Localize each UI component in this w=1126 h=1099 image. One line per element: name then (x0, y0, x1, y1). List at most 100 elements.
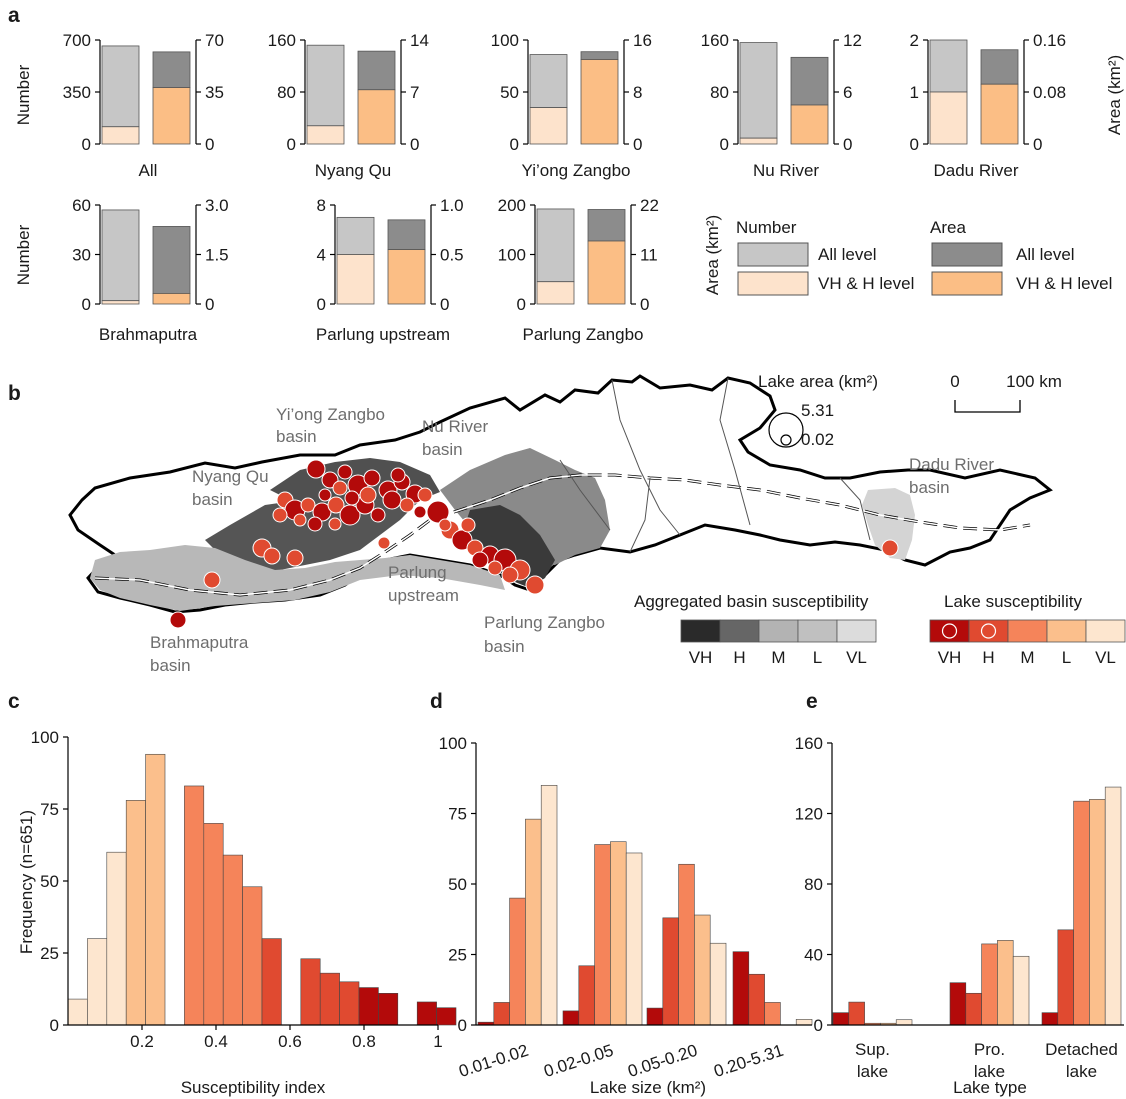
histogram-bar (145, 753, 166, 1026)
panel-letter-c: c (8, 690, 20, 713)
lake-area-max-label: 5.31 (801, 401, 834, 420)
legend-area-vh-label: VH & H level (1016, 274, 1112, 293)
bar-h (662, 917, 679, 1026)
left-tick-label: 50 (500, 83, 519, 102)
lake-marker (426, 500, 450, 524)
y-tick-label: 50 (40, 872, 59, 891)
bar-area-vh (580, 59, 619, 145)
aggregated-level-label: M (771, 648, 785, 667)
bar-h (748, 973, 765, 1026)
bar-area-vh (387, 249, 426, 305)
histogram-bar (67, 998, 88, 1026)
panel-d-grouped-bars: 0.01-0.02 0.02-0.05 0.05-0.20 0.20-5.31 0 25 5… (439, 734, 813, 1097)
right-tick-label: 0 (205, 295, 214, 314)
aggregated-swatch-vl (836, 619, 877, 643)
bar-number-all (101, 209, 140, 302)
lake-marker (312, 502, 332, 522)
y-tick-label: 80 (804, 875, 823, 894)
right-tick-label: 0.16 (1033, 31, 1066, 50)
lake-marker (300, 497, 316, 513)
bar-number-vh (739, 137, 778, 145)
left-tick-label: 0 (910, 135, 919, 154)
left-tick-label: 160 (701, 31, 729, 50)
small-chart-title: Nyang Qu (315, 161, 392, 180)
bar-vl (795, 1019, 813, 1026)
lake-area-min-circle (780, 434, 792, 446)
bar-area-vh (357, 89, 396, 145)
left-axis-label-row1: Number (14, 64, 33, 125)
histogram-bar (242, 886, 263, 1026)
panel-letter-e: e (806, 690, 818, 713)
y-tick-label: 40 (804, 946, 823, 965)
lake-marker (377, 536, 391, 550)
bar-number-all (929, 39, 968, 93)
bar-area-vh (587, 240, 626, 305)
right-tick-label: 16 (633, 31, 652, 50)
category-label-line1: Sup. (855, 1040, 890, 1059)
aggregated-level-label: VH (689, 648, 713, 667)
histogram-bar (203, 823, 224, 1026)
histogram-bar (436, 1007, 457, 1026)
bar-h (493, 1002, 510, 1026)
small-chart-title: Dadu River (933, 161, 1018, 180)
bar-area-vh (790, 104, 829, 145)
bar-number-vh (101, 126, 140, 145)
bar-vh (1041, 1012, 1059, 1026)
aggregated-swatch-l (797, 619, 838, 643)
y-tick-label: 75 (40, 800, 59, 819)
small-chart-title: Nu River (753, 161, 819, 180)
lake-marker (293, 513, 307, 527)
bar-area-all (387, 219, 426, 250)
scale-distance-label: 100 km (1006, 372, 1062, 391)
basin-label-nyang-2: basin (192, 490, 233, 509)
x-axis-label: Lake size (km²) (590, 1078, 706, 1097)
lake-area-max-circle (768, 412, 804, 448)
lake-marker (359, 486, 377, 504)
right-axis-label-row2: Area (km²) (703, 215, 722, 295)
lake-area-legend: Lake area (km²) 5.31 0.02 (758, 372, 878, 449)
legend-area-vh-swatch (931, 271, 1003, 296)
left-tick-label: 8 (317, 196, 326, 215)
lake-marker (881, 539, 899, 557)
lake-marker (471, 551, 489, 569)
right-tick-label: 0 (205, 135, 214, 154)
legend-area-all-label: All level (1016, 245, 1075, 264)
category-label: 0.01-0.02 (457, 1041, 531, 1081)
bar-vh (949, 982, 967, 1026)
bar-number-all (101, 45, 140, 128)
left-tick-label: 1 (910, 83, 919, 102)
histogram-bar (416, 1001, 437, 1026)
category-label-line1: Detached (1045, 1040, 1118, 1059)
left-tick-label: 100 (498, 246, 526, 265)
lake-marker (382, 490, 402, 510)
bar-number-vh (929, 91, 968, 145)
right-tick-label: 0 (633, 135, 642, 154)
lake-marker (337, 464, 353, 480)
small-chart-1: 0 350 700 0 35 70 All (63, 31, 224, 180)
category-label-line2: lake (974, 1062, 1005, 1081)
bar-l (694, 914, 711, 1026)
small-chart-title: Parlung Zangbo (523, 325, 644, 344)
left-tick-label: 100 (491, 31, 519, 50)
small-chart-title: Brahmaputra (99, 325, 198, 344)
bar-area-all (357, 50, 396, 91)
left-tick-label: 700 (63, 31, 91, 50)
lake-marker (399, 497, 415, 513)
small-chart-title: Parlung upstream (316, 325, 450, 344)
y-tick-label: 0 (814, 1016, 823, 1035)
left-tick-label: 0 (720, 135, 729, 154)
basin-label-nu-1: Nu River (422, 417, 488, 436)
bar-area-all (587, 209, 626, 242)
lake-susceptibility-legend: Lake susceptibility VH H M L VL (929, 592, 1126, 667)
basin-label-brahmaputra-1: Brahmaputra (150, 633, 249, 652)
legend-number-vh-label: VH & H level (818, 274, 914, 293)
basin-label-parlung-zangbo-2: basin (484, 637, 525, 656)
bar-vl (540, 784, 558, 1026)
aggregated-swatch-h (719, 619, 760, 643)
lake-points (169, 459, 899, 629)
right-tick-label: 22 (640, 196, 659, 215)
bar-vh (732, 951, 750, 1026)
left-tick-label: 0 (82, 295, 91, 314)
